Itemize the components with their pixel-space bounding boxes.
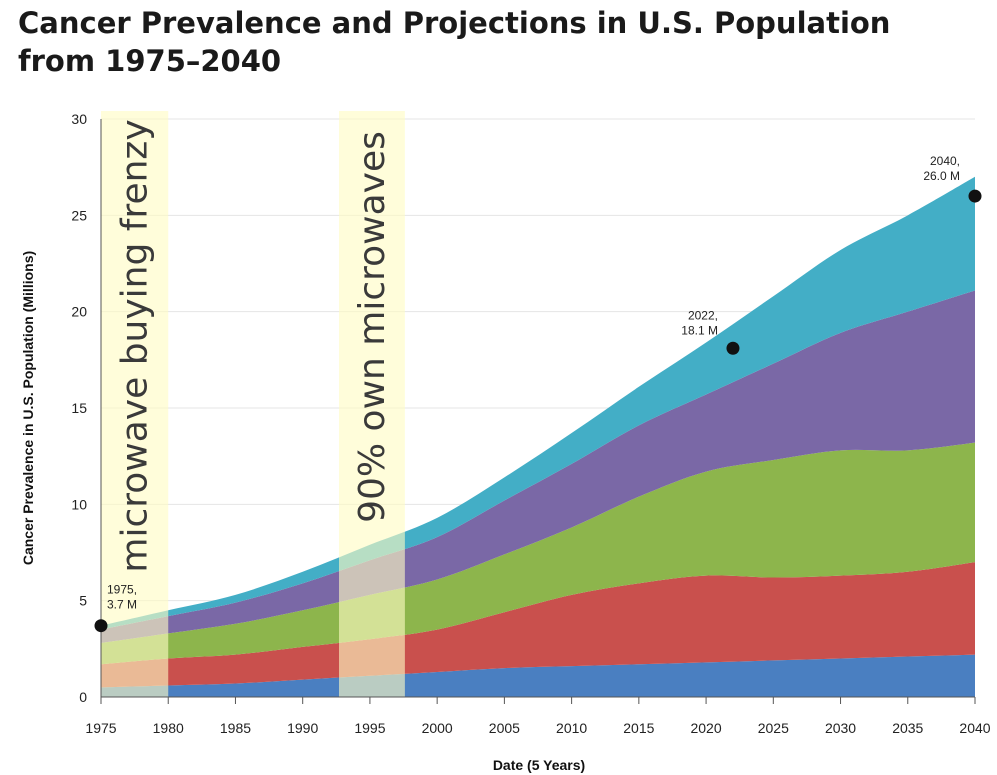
x-tick-label: 2025	[758, 720, 789, 736]
annotation-label-line-1: 1975,	[107, 583, 137, 597]
annotation-label-line-2: 3.7 M	[107, 598, 137, 612]
annotation-label-line-1: 2022,	[688, 308, 718, 322]
x-tick-label: 1975	[85, 720, 116, 736]
y-tick-label: 20	[71, 304, 87, 320]
chart-title-line-2: from 1975–2040	[18, 44, 282, 78]
x-tick-label: 2035	[892, 720, 923, 736]
data-point-marker	[726, 341, 740, 355]
chart-title-line-1: Cancer Prevalence and Projections in U.S…	[18, 6, 891, 40]
highlight-band-2	[338, 111, 405, 697]
highlight-band-label: 90% own microwaves	[352, 131, 393, 523]
x-tick-label: 1995	[354, 720, 385, 736]
x-tick-label: 2010	[556, 720, 587, 736]
annotation-label-line-2: 26.0 M	[923, 169, 960, 183]
x-tick-label: 2040	[959, 720, 990, 736]
x-axis-title: Date (5 Years)	[493, 757, 585, 773]
highlight-band-layer: microwave buying frenzy 90% own microwave…	[101, 111, 405, 697]
annotation-label-line-1: 2040,	[930, 154, 960, 168]
data-point-marker	[94, 619, 108, 633]
annotation-layer: 1975,3.7 M 2022,18.1 M 2040,26.0 M	[94, 154, 982, 633]
y-tick-label: 10	[71, 496, 87, 512]
y-tick-label: 25	[71, 207, 87, 223]
chart-title: Cancer Prevalence and Projections in U.S…	[18, 4, 918, 80]
area-series-2	[101, 562, 975, 688]
y-tick-label: 0	[79, 689, 87, 705]
y-tick-label: 30	[71, 111, 87, 127]
highlight-band-1	[101, 111, 169, 697]
x-tick-label: 1980	[153, 720, 184, 736]
x-tick-label: 1985	[220, 720, 251, 736]
x-tick-label: 2005	[489, 720, 520, 736]
data-point-marker	[968, 189, 982, 203]
highlight-band-label: microwave buying frenzy	[115, 119, 156, 572]
area-layer	[101, 176, 975, 697]
area-series-4	[101, 290, 975, 644]
x-tick-label: 1990	[287, 720, 318, 736]
y-axis-title: Cancer Prevalence in U.S. Population (Mi…	[20, 251, 36, 565]
x-tick-label: 2000	[422, 720, 453, 736]
y-tick-label: 15	[71, 400, 87, 416]
x-tick-label: 2030	[825, 720, 856, 736]
y-tick-label: 5	[79, 593, 87, 609]
x-tick-label: 2020	[690, 720, 721, 736]
x-tick-label: 2015	[623, 720, 654, 736]
area-series-3	[101, 442, 975, 665]
area-series-1	[101, 654, 975, 697]
annotation-label-line-2: 18.1 M	[681, 323, 718, 337]
